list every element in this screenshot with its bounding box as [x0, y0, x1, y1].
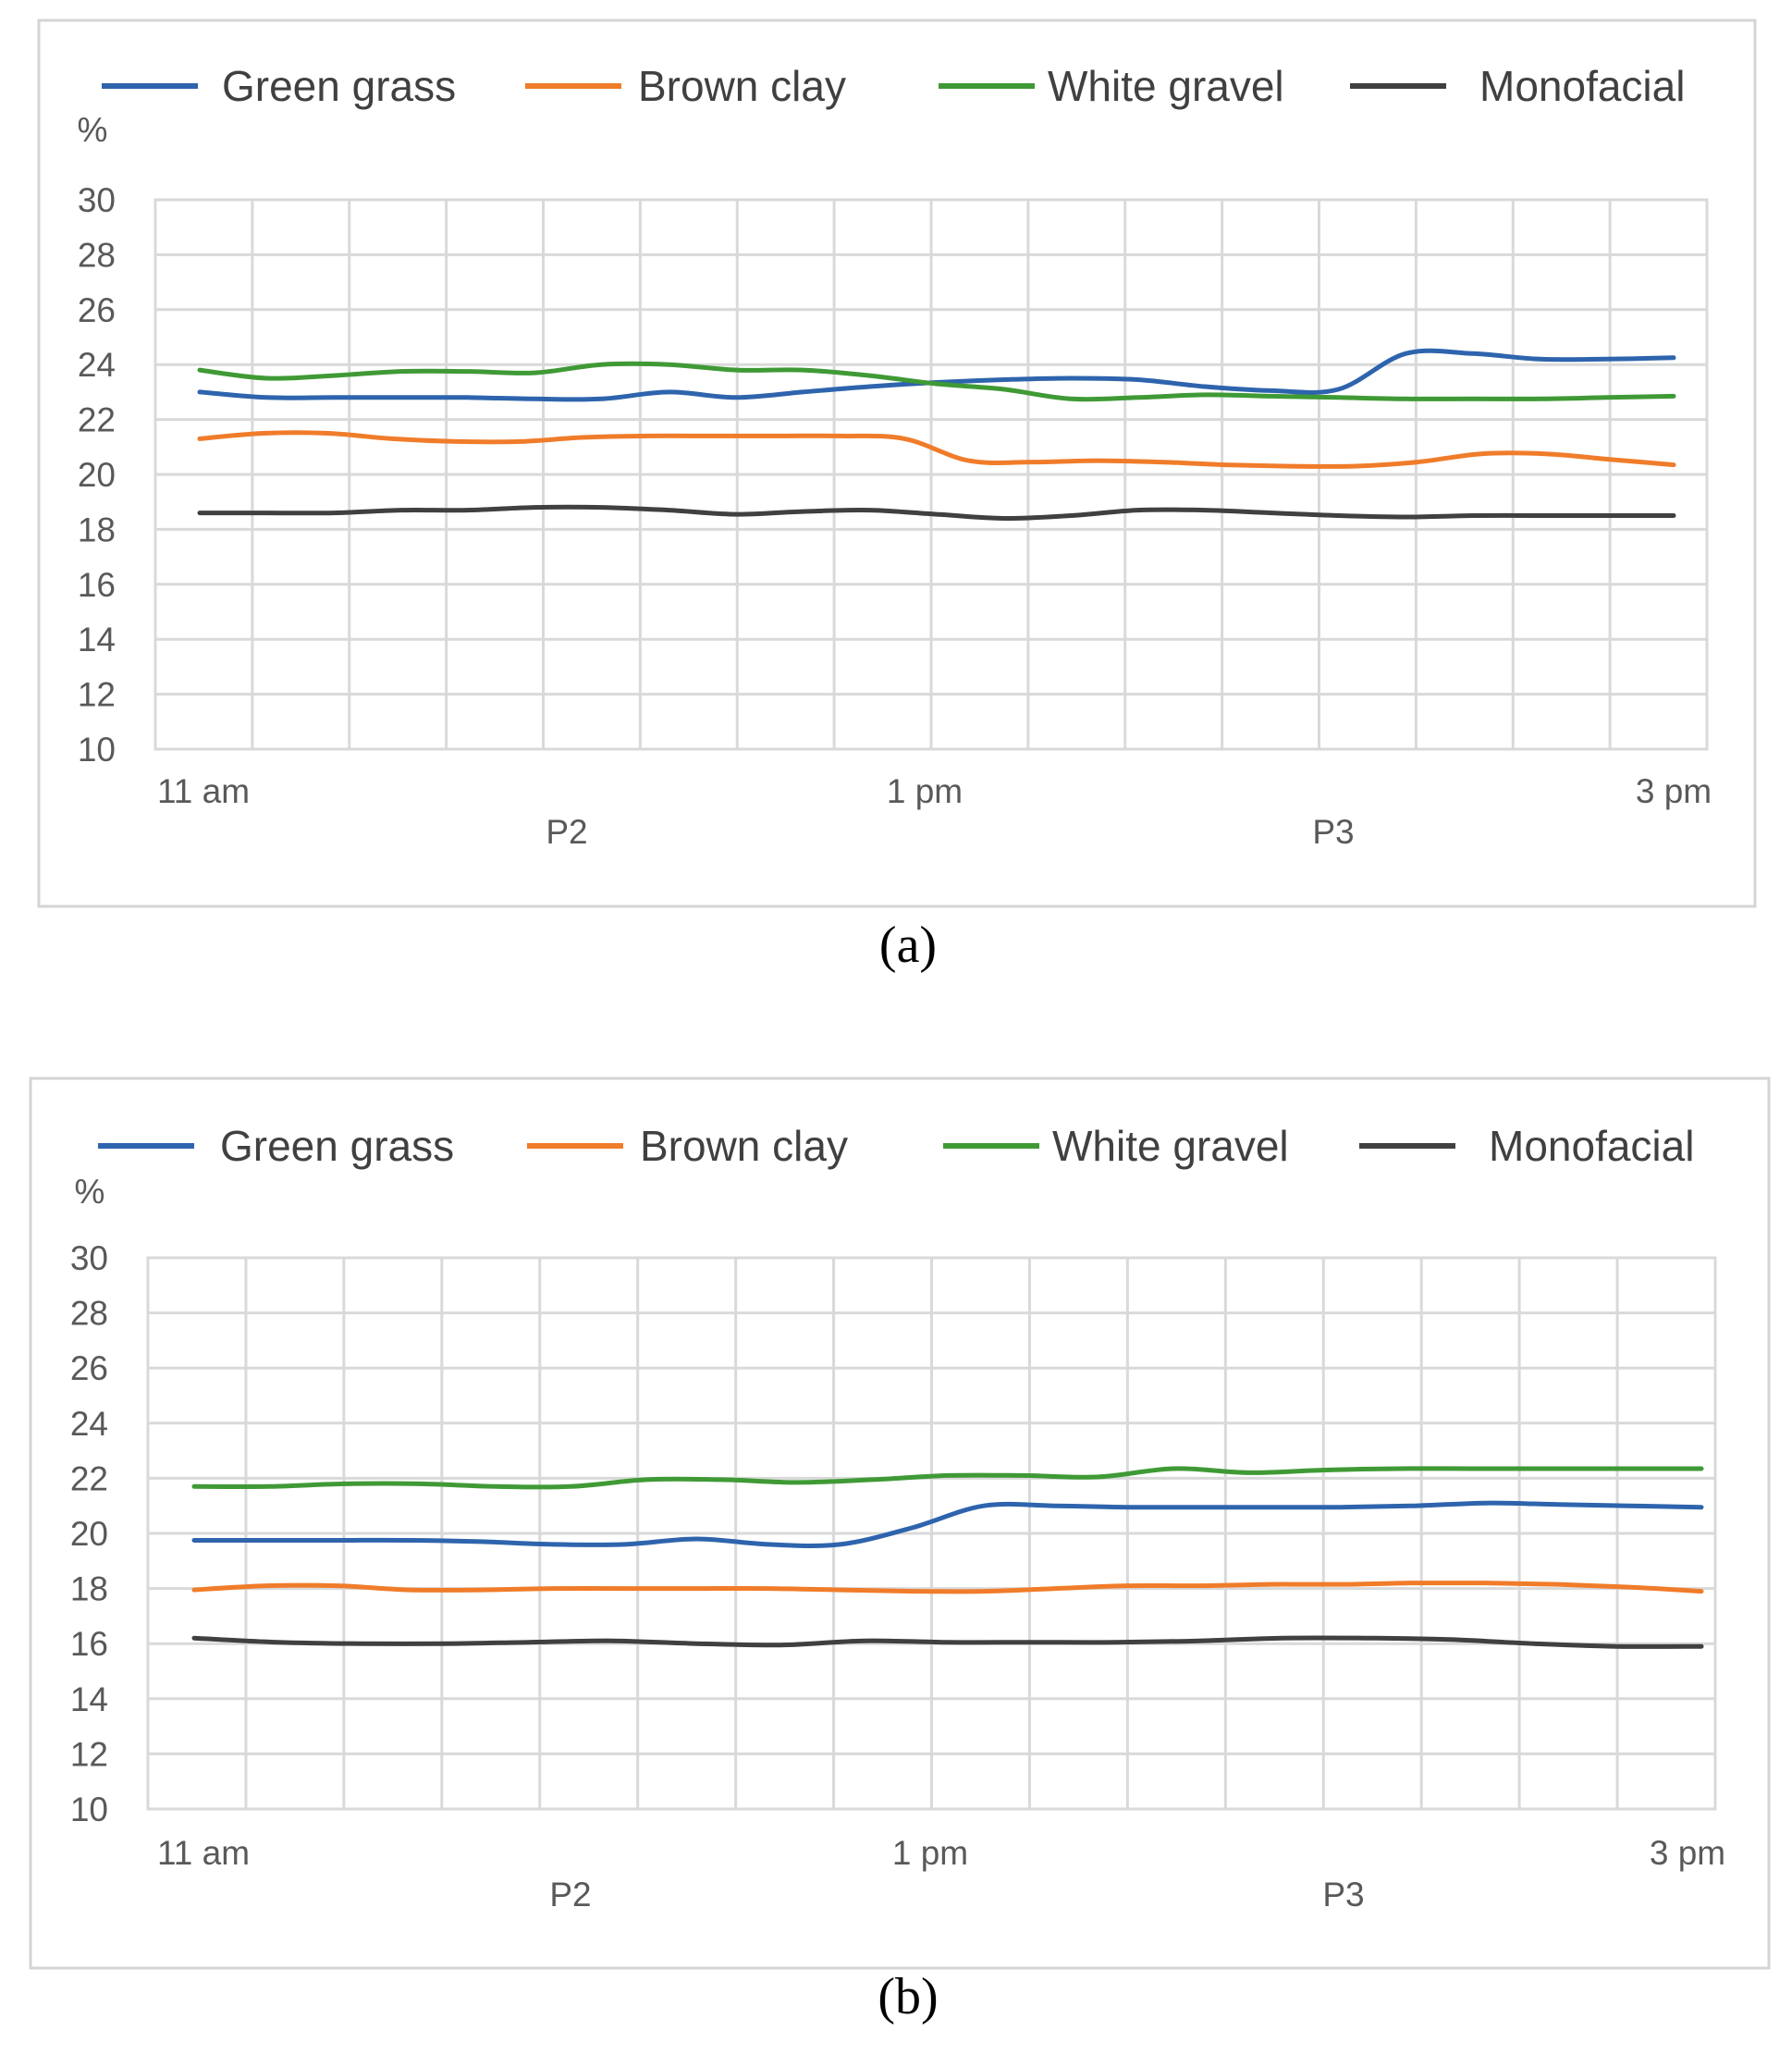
chart-b-plot-area	[146, 1256, 1717, 1811]
chart-b-y-tick-label: 14	[70, 1680, 108, 1718]
chart-b-y-tick-label: 24	[70, 1405, 108, 1443]
chart-b-x-group-label: P3	[1322, 1876, 1364, 1913]
chart-b-y-tick-label: 30	[70, 1239, 108, 1277]
chart-a-series-white-gravel	[197, 361, 1676, 402]
chart-b-legend-label-brown-clay: Brown clay	[640, 1122, 848, 1170]
chart-b-y-tick-label: 18	[70, 1570, 108, 1608]
chart-a-y-tick-label: 28	[78, 236, 116, 274]
chart-a-legend-label-monofacial: Monofacial	[1479, 62, 1685, 110]
chart-b-y-tick-label: 10	[70, 1790, 108, 1828]
chart-a-x-group-label: P2	[546, 813, 587, 851]
chart-panel-a: 30 28 26 24 22 20 18 16 14 12 10% 11 am 1 pm 3 pm P2 P3…	[37, 18, 1757, 974]
chart-a-caption: (a)	[879, 917, 937, 974]
chart-a-y-tick-label: 18	[78, 511, 116, 548]
chart-a-frame	[37, 18, 1757, 908]
chart-b-series-brown-clay	[191, 1580, 1704, 1594]
chart-b-y-unit: %	[75, 1173, 105, 1211]
chart-a-y-tick-label: 24	[78, 346, 116, 384]
chart-a-x-tick-label: 11 am	[157, 772, 250, 810]
chart-a-y-tick-label: 12	[78, 676, 116, 714]
chart-a-y-tick-label: 26	[78, 291, 116, 329]
chart-b-caption: (b)	[878, 1968, 938, 2025]
chart-panel-b: 30 28 26 24 22 20 18 16 14 12 10% 11 am 1 pm 3 pm P2 P3…	[0, 1028, 1792, 2055]
chart-b-series-green-grass	[191, 1500, 1704, 1548]
chart-b-y-tick-label: 20	[70, 1515, 108, 1553]
chart-a-legend-label-white-gravel: White gravel	[1048, 62, 1284, 110]
chart-b-y-tick-label: 16	[70, 1625, 108, 1663]
chart-b-frame	[29, 1077, 1771, 1970]
chart-a-y-tick-label: 16	[78, 566, 116, 604]
chart-a-series-monofacial	[197, 504, 1676, 522]
chart-a-y-tick-label: 14	[78, 621, 116, 658]
chart-b-x-group-label: P2	[549, 1876, 591, 1913]
chart-b-svg: 30 28 26 24 22 20 18 16 14 12 10% 11 am 1 pm 3 pm P2 P3…	[29, 1077, 1771, 2025]
chart-b-series-white-gravel	[191, 1466, 1704, 1490]
chart-a-legend-label-brown-clay: Brown clay	[638, 62, 846, 110]
chart-a-x-group-label: P3	[1312, 813, 1354, 851]
chart-a-series-brown-clay	[197, 430, 1676, 469]
chart-a-y-tick-label: 22	[78, 401, 116, 439]
chart-a-y-unit: %	[78, 111, 108, 149]
chart-b-legend-label-white-gravel: White gravel	[1052, 1122, 1289, 1170]
chart-a-svg: 30 28 26 24 22 20 18 16 14 12 10% 11 am 1 pm 3 pm P2 P3…	[37, 18, 1757, 974]
chart-b-x-tick-label: 3 pm	[1650, 1834, 1725, 1872]
chart-a-legend-label-green-grass: Green grass	[222, 62, 456, 110]
chart-b-y-tick-label: 28	[70, 1295, 108, 1333]
chart-b-x-tick-label: 1 pm	[892, 1834, 968, 1872]
chart-a-y-tick-label: 20	[78, 456, 116, 494]
chart-b-y-tick-label: 22	[70, 1459, 108, 1497]
chart-b-x-tick-label: 11 am	[157, 1834, 250, 1872]
chart-a-x-tick-label: 3 pm	[1636, 772, 1712, 810]
chart-a-y-tick-label: 30	[78, 181, 116, 219]
chart-a-y-tick-label: 10	[78, 731, 116, 769]
chart-b-y-tick-label: 12	[70, 1735, 108, 1773]
chart-b-y-tick-label: 26	[70, 1349, 108, 1387]
chart-a-plot-area	[153, 198, 1709, 751]
chart-b-series-monofacial	[191, 1635, 1704, 1649]
chart-a-x-tick-label: 1 pm	[887, 772, 963, 810]
chart-b-legend-label-green-grass: Green grass	[220, 1122, 454, 1170]
chart-b-legend-label-monofacial: Monofacial	[1489, 1122, 1694, 1170]
